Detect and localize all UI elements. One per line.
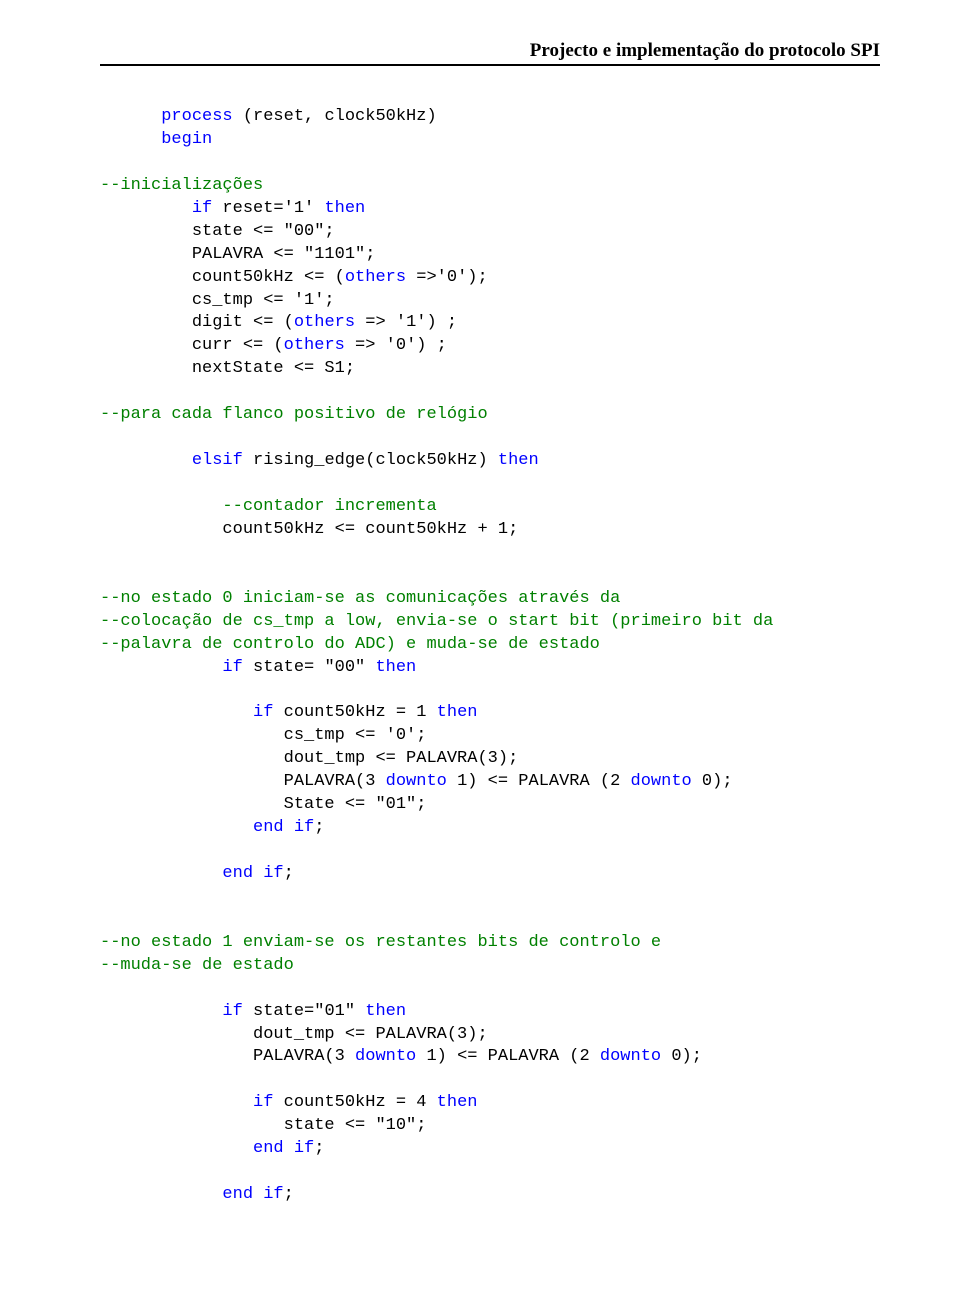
code-text: cs_tmp <= '0'; — [100, 726, 426, 745]
code-text: PALAVRA(3 — [100, 1047, 355, 1066]
code-text: then — [365, 1002, 406, 1021]
code-comment: --inicializações — [100, 176, 263, 195]
code-text: count50kHz = 1 — [273, 703, 436, 722]
code-text: if — [263, 1185, 283, 1204]
code-text: dout_tmp <= PALAVRA(3); — [100, 749, 518, 768]
code-text: end — [100, 1139, 284, 1158]
code-text: ; — [284, 864, 294, 883]
code-text: begin — [100, 130, 212, 149]
code-text: State <= "01"; — [100, 795, 426, 814]
code-comment: --no estado 1 enviam-se os restantes bit… — [100, 933, 671, 952]
code-text — [253, 1185, 263, 1204]
code-text: 0); — [692, 772, 733, 791]
code-text: others — [284, 336, 345, 355]
code-comment: --contador incrementa — [100, 497, 437, 516]
code-text: rising_edge(clock50kHz) — [243, 451, 498, 470]
code-text: count50kHz <= ( — [100, 268, 345, 287]
code-text: others — [294, 313, 355, 332]
code-text: then — [498, 451, 539, 470]
code-text: then — [437, 1093, 478, 1112]
code-text: then — [375, 658, 416, 677]
code-text: elsif — [100, 451, 243, 470]
code-text: dout_tmp <= PALAVRA(3); — [100, 1025, 488, 1044]
code-comment: --muda-se de estado — [100, 956, 294, 975]
code-text: end — [100, 1185, 253, 1204]
code-comment: --palavra de controlo do ADC) e muda-se … — [100, 635, 600, 654]
code-text: others — [345, 268, 406, 287]
code-text: end — [100, 818, 284, 837]
code-text: state <= "00"; — [100, 222, 335, 241]
code-text: then — [437, 703, 478, 722]
code-text: if — [100, 1093, 273, 1112]
code-text: digit <= ( — [100, 313, 294, 332]
code-text: ; — [314, 1139, 324, 1158]
page-header: Projecto e implementação do protocolo SP… — [100, 40, 880, 66]
code-text: if — [100, 703, 273, 722]
code-text: PALAVRA <= "1101"; — [100, 245, 375, 264]
code-text: 1) <= PALAVRA (2 — [416, 1047, 600, 1066]
code-text: count50kHz = 4 — [273, 1093, 436, 1112]
code-text: if — [100, 199, 212, 218]
code-text — [284, 1139, 294, 1158]
code-text: =>'0'); — [406, 268, 488, 287]
code-comment: --para cada flanco positivo de relógio — [100, 405, 488, 424]
code-text: if — [100, 658, 243, 677]
code-text — [284, 818, 294, 837]
code-text: PALAVRA(3 — [100, 772, 386, 791]
code-text: if — [294, 818, 314, 837]
code-text: end — [100, 864, 253, 883]
code-text: (reset, clock50kHz) — [233, 107, 437, 126]
code-text: => '1') ; — [355, 313, 457, 332]
code-text: if — [263, 864, 283, 883]
code-text: reset='1' — [212, 199, 324, 218]
code-text: downto — [600, 1047, 661, 1066]
code-comment: --colocação de cs_tmp a low, envia-se o … — [100, 612, 784, 631]
code-text: count50kHz <= count50kHz + 1; — [100, 520, 518, 539]
code-text: state="01" — [243, 1002, 365, 1021]
code-text: state <= "10"; — [100, 1116, 426, 1135]
code-text: curr <= ( — [100, 336, 284, 355]
code-text: ; — [314, 818, 324, 837]
code-text: downto — [386, 772, 447, 791]
code-text: ; — [284, 1185, 294, 1204]
page: Projecto e implementação do protocolo SP… — [0, 0, 960, 1247]
code-text: 1) <= PALAVRA (2 — [447, 772, 631, 791]
code-text: state= "00" — [243, 658, 376, 677]
code-text: then — [324, 199, 365, 218]
code-text: if — [294, 1139, 314, 1158]
code-text: downto — [631, 772, 692, 791]
code-text: downto — [355, 1047, 416, 1066]
code-block: process (reset, clock50kHz) begin --inic… — [100, 106, 880, 1207]
code-text: if — [100, 1002, 243, 1021]
code-text: 0); — [661, 1047, 702, 1066]
code-text: process — [100, 107, 233, 126]
code-comment: --no estado 0 iniciam-se as comunicações… — [100, 589, 631, 608]
code-text: nextState <= S1; — [100, 359, 355, 378]
code-text: => '0') ; — [345, 336, 447, 355]
code-text — [253, 864, 263, 883]
code-text: cs_tmp <= '1'; — [100, 291, 335, 310]
